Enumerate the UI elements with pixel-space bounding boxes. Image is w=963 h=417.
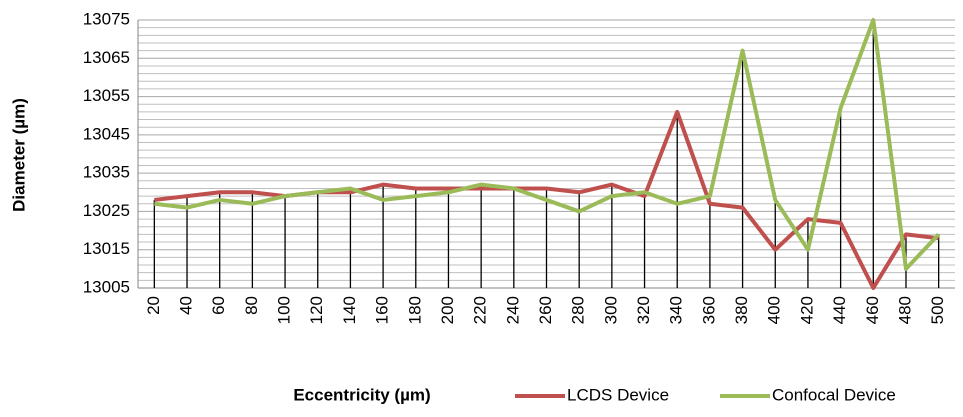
legend-label: LCDS Device	[567, 385, 669, 404]
x-tick-label: 480	[895, 296, 914, 324]
y-tick-label: 13065	[83, 48, 130, 67]
y-tick-label: 13015	[83, 239, 130, 258]
x-tick-label: 380	[732, 296, 751, 324]
x-tick-label: 40	[177, 296, 196, 315]
x-tick-label: 180	[405, 296, 424, 324]
y-tick-label: 13025	[83, 201, 130, 220]
y-tick-label: 13035	[83, 163, 130, 182]
y-axis-label: Diameter (µm)	[9, 98, 28, 212]
x-tick-label: 100	[275, 296, 294, 324]
x-tick-label: 460	[863, 296, 882, 324]
x-tick-label: 400	[765, 296, 784, 324]
x-tick-label: 160	[373, 296, 392, 324]
y-tick-label: 13005	[83, 277, 130, 296]
x-tick-label: 80	[242, 296, 261, 315]
x-tick-label: 240	[503, 296, 522, 324]
x-tick-label: 500	[928, 296, 947, 324]
x-tick-label: 200	[438, 296, 457, 324]
y-tick-label: 13075	[83, 9, 130, 28]
x-tick-label: 260	[536, 296, 555, 324]
legend-label: Confocal Device	[772, 385, 896, 404]
x-tick-label: 120	[307, 296, 326, 324]
x-tick-label: 340	[667, 296, 686, 324]
x-axis-label: Eccentricity (µm)	[293, 385, 430, 404]
x-tick-label: 360	[699, 296, 718, 324]
x-tick-label: 20	[144, 296, 163, 315]
x-tick-label: 420	[797, 296, 816, 324]
x-tick-label: 60	[209, 296, 228, 315]
x-tick-label: 220	[471, 296, 490, 324]
y-tick-label: 13045	[83, 124, 130, 143]
x-tick-label: 300	[601, 296, 620, 324]
x-tick-label: 140	[340, 296, 359, 324]
series-line	[154, 18, 941, 271]
x-tick-label: 280	[569, 296, 588, 324]
x-tick-label: 320	[634, 296, 653, 324]
x-tick-label: 440	[830, 296, 849, 324]
y-tick-label: 13055	[83, 86, 130, 105]
